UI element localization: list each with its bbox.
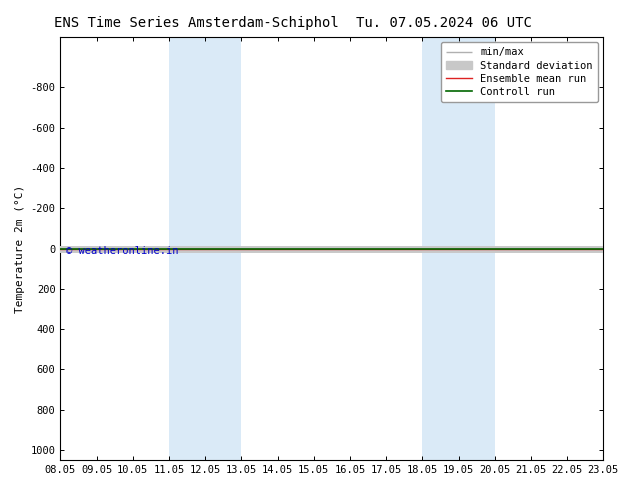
Text: ENS Time Series Amsterdam-Schiphol: ENS Time Series Amsterdam-Schiphol (54, 16, 339, 30)
Y-axis label: Temperature 2m (°C): Temperature 2m (°C) (15, 184, 25, 313)
Legend: min/max, Standard deviation, Ensemble mean run, Controll run: min/max, Standard deviation, Ensemble me… (441, 42, 598, 102)
Bar (169, 37, 205, 460)
Text: Tu. 07.05.2024 06 UTC: Tu. 07.05.2024 06 UTC (356, 16, 532, 30)
Bar (205, 37, 242, 460)
Text: © weatheronline.in: © weatheronline.in (66, 246, 178, 256)
Bar (422, 37, 458, 460)
Bar (458, 37, 495, 460)
